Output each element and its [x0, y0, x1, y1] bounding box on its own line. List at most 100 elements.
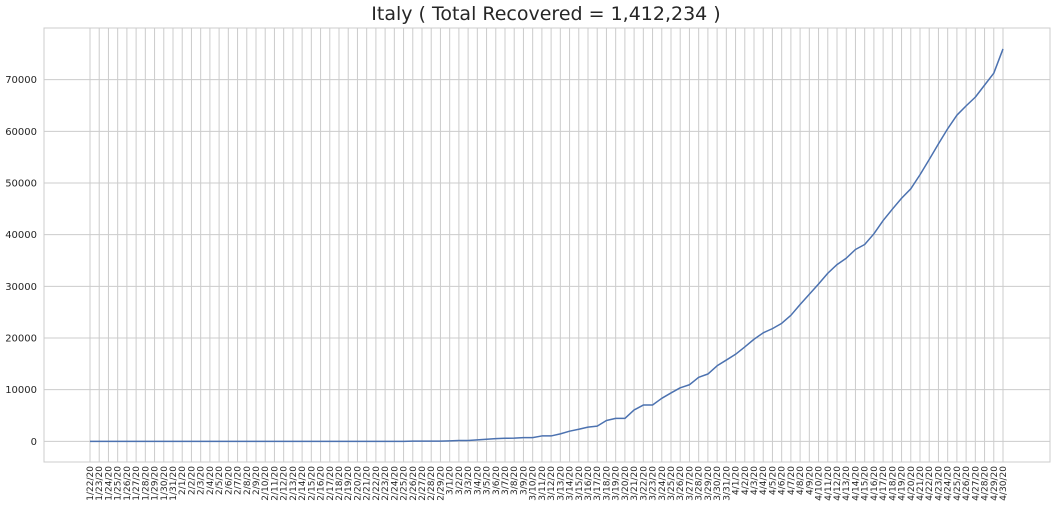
grid-lines	[44, 28, 1050, 462]
x-tick-label: 2/3/20	[197, 466, 207, 495]
x-tick-label: 4/22/20	[925, 466, 935, 501]
x-tick-label: 2/9/20	[252, 466, 262, 495]
x-tick-label: 4/8/20	[796, 466, 806, 495]
x-tick-label: 2/17/20	[326, 466, 336, 501]
x-tick-label: 4/20/20	[907, 466, 917, 501]
x-tick-label: 3/11/20	[538, 466, 548, 501]
x-tick-label: 4/6/20	[778, 466, 788, 495]
x-tick-label: 3/3/20	[464, 466, 474, 495]
x-tick-label: 2/19/20	[344, 466, 354, 501]
x-tick-label: 2/8/20	[243, 466, 253, 495]
x-tick-label: 3/22/20	[639, 466, 649, 501]
x-tick-label: 3/7/20	[501, 466, 511, 495]
x-tick-label: 1/22/20	[86, 466, 96, 501]
x-tick-label: 2/15/20	[307, 466, 317, 501]
x-tick-label: 3/12/20	[547, 466, 557, 501]
x-tick-label: 2/5/20	[215, 466, 225, 495]
x-tick-label: 3/29/20	[704, 466, 714, 501]
x-tick-label: 4/1/20	[732, 466, 742, 495]
x-tick-label: 4/21/20	[916, 466, 926, 501]
y-tick-label: 40000	[5, 230, 37, 241]
x-tick-label: 1/26/20	[123, 466, 133, 501]
y-tick-label: 0	[31, 437, 37, 448]
x-tick-label: 4/5/20	[768, 466, 778, 495]
x-tick-label: 3/30/20	[713, 466, 723, 501]
x-tick-label: 4/25/20	[953, 466, 963, 501]
y-tick-label: 20000	[5, 334, 37, 345]
y-tick-label: 60000	[5, 127, 37, 138]
x-tick-label: 3/5/20	[483, 466, 493, 495]
x-tick-label: 3/9/20	[519, 466, 529, 495]
x-tick-label: 4/18/20	[888, 466, 898, 501]
x-tick-label: 2/4/20	[206, 466, 216, 495]
x-tick-label: 3/17/20	[593, 466, 603, 501]
x-tick-label: 2/6/20	[224, 466, 234, 495]
x-axis-ticks: 1/22/20 1/23/20 1/24/20 1/25/20 1/26/20 1/27/…	[86, 466, 1009, 501]
y-tick-label: 70000	[5, 75, 37, 86]
x-tick-label: 3/4/20	[473, 466, 483, 495]
x-tick-label: 4/4/20	[759, 466, 769, 495]
x-tick-label: 2/7/20	[234, 466, 244, 495]
x-tick-label: 4/29/20	[990, 466, 1000, 501]
x-tick-label: 3/15/20	[575, 466, 585, 501]
x-tick-label: 3/1/20	[446, 466, 456, 495]
y-tick-label: 10000	[5, 385, 37, 396]
x-tick-label: 4/27/20	[971, 466, 981, 501]
x-tick-label: 3/25/20	[667, 466, 677, 501]
x-tick-label: 4/9/20	[805, 466, 815, 495]
x-tick-label: 2/12/20	[280, 466, 290, 501]
y-tick-label: 50000	[5, 179, 37, 190]
plot-frame	[43, 27, 1051, 463]
x-tick-label: 3/10/20	[529, 466, 539, 501]
x-tick-label: 2/1/20	[178, 466, 188, 495]
x-tick-label: 1/23/20	[95, 466, 105, 501]
x-tick-label: 2/27/20	[418, 466, 428, 501]
x-tick-label: 4/3/20	[750, 466, 760, 495]
series-line-recovered	[90, 48, 1004, 443]
x-tick-label: 2/20/20	[353, 466, 363, 501]
x-tick-label: 3/28/20	[695, 466, 705, 501]
x-tick-label: 4/13/20	[842, 466, 852, 501]
x-tick-label: 3/6/20	[492, 466, 502, 495]
x-tick-label: 3/31/20	[722, 466, 732, 501]
x-tick-label: 2/25/20	[400, 466, 410, 501]
x-tick-label: 3/20/20	[621, 466, 631, 501]
x-tick-label: 3/13/20	[556, 466, 566, 501]
x-tick-label: 2/22/20	[372, 466, 382, 501]
x-tick-label: 3/16/20	[584, 466, 594, 501]
x-tick-label: 3/14/20	[566, 466, 576, 501]
x-tick-label: 3/19/20	[612, 466, 622, 501]
x-tick-label: 3/26/20	[676, 466, 686, 501]
x-tick-label: 3/23/20	[649, 466, 659, 501]
x-tick-label: 3/24/20	[658, 466, 668, 501]
x-tick-label: 3/21/20	[630, 466, 640, 501]
x-tick-label: 4/24/20	[944, 466, 954, 501]
x-tick-label: 2/24/20	[390, 466, 400, 501]
x-tick-label: 4/2/20	[741, 466, 751, 495]
x-tick-label: 1/24/20	[104, 466, 114, 501]
x-tick-label: 4/15/20	[861, 466, 871, 501]
x-tick-label: 4/11/20	[824, 466, 834, 501]
x-tick-label: 2/11/20	[270, 466, 280, 501]
x-tick-label: 2/23/20	[381, 466, 391, 501]
x-tick-label: 3/18/20	[602, 466, 612, 501]
x-tick-label: 4/14/20	[851, 466, 861, 501]
x-tick-label: 2/26/20	[409, 466, 419, 501]
chart-title: Italy ( Total Recovered = 1,412,234 )	[371, 3, 720, 25]
x-tick-label: 2/28/20	[427, 466, 437, 501]
x-tick-label: 1/29/20	[151, 466, 161, 501]
x-tick-label: 4/23/20	[934, 466, 944, 501]
x-tick-label: 4/17/20	[879, 466, 889, 501]
x-tick-label: 2/2/20	[187, 466, 197, 495]
x-tick-label: 2/14/20	[298, 466, 308, 501]
x-tick-label: 1/31/20	[169, 466, 179, 501]
x-tick-label: 3/8/20	[510, 466, 520, 495]
x-tick-label: 4/28/20	[981, 466, 991, 501]
x-tick-label: 1/30/20	[160, 466, 170, 501]
x-tick-label: 1/27/20	[132, 466, 142, 501]
x-tick-label: 1/28/20	[141, 466, 151, 501]
y-tick-label: 30000	[5, 282, 37, 293]
x-tick-label: 4/16/20	[870, 466, 880, 501]
